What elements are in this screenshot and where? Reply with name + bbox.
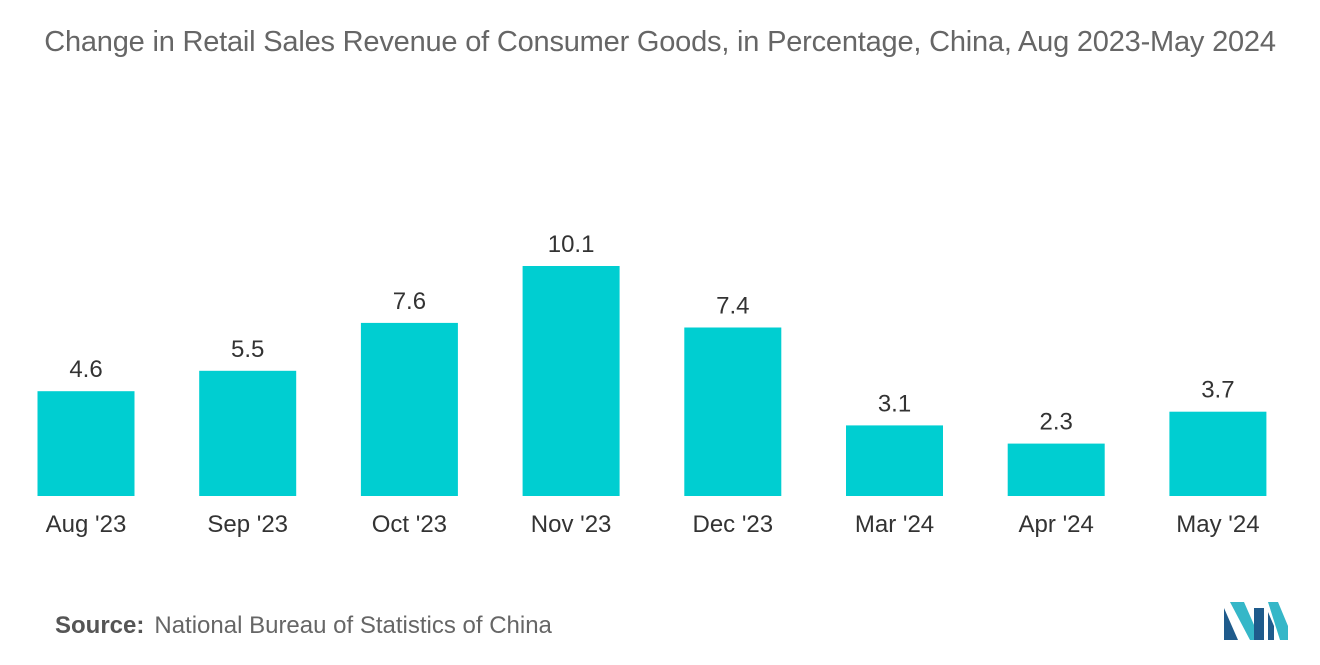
source-label: Source: (55, 612, 145, 639)
bar-5 (846, 425, 943, 496)
data-label-1: 5.5 (231, 336, 264, 363)
bar-2 (360, 322, 458, 496)
chart-title: Change in Retail Sales Revenue of Consum… (44, 26, 1276, 58)
bar-4 (684, 327, 782, 496)
data-label-7: 3.7 (1201, 377, 1234, 404)
data-label-0: 4.6 (69, 356, 102, 383)
source-text: National Bureau of Statistics of China (154, 612, 552, 639)
x-tick-label-2: Oct '23 (372, 511, 447, 538)
x-tick-label-3: Nov '23 (531, 511, 612, 538)
bar-1 (199, 370, 297, 496)
bar-0 (37, 391, 135, 496)
bar-6 (1007, 443, 1105, 496)
data-label-5: 3.1 (878, 390, 911, 417)
x-tick-label-1: Sep '23 (207, 511, 288, 538)
source-note: Source: National Bureau of Statistics of … (55, 612, 552, 640)
mordor-intelligence-logo-icon (1224, 602, 1288, 640)
data-label-6: 2.3 (1040, 409, 1073, 436)
bar-7 (1169, 411, 1267, 496)
data-label-2: 7.6 (393, 288, 426, 315)
x-tick-label-4: Dec '23 (692, 511, 773, 538)
data-label-4: 7.4 (716, 293, 749, 320)
x-tick-label-6: Apr '24 (1019, 511, 1094, 538)
data-label-3: 10.1 (548, 231, 595, 258)
x-tick-label-0: Aug '23 (46, 511, 127, 538)
bar-3 (522, 266, 620, 496)
x-tick-label-7: May '24 (1176, 511, 1259, 538)
x-tick-label-5: Mar '24 (855, 511, 934, 538)
